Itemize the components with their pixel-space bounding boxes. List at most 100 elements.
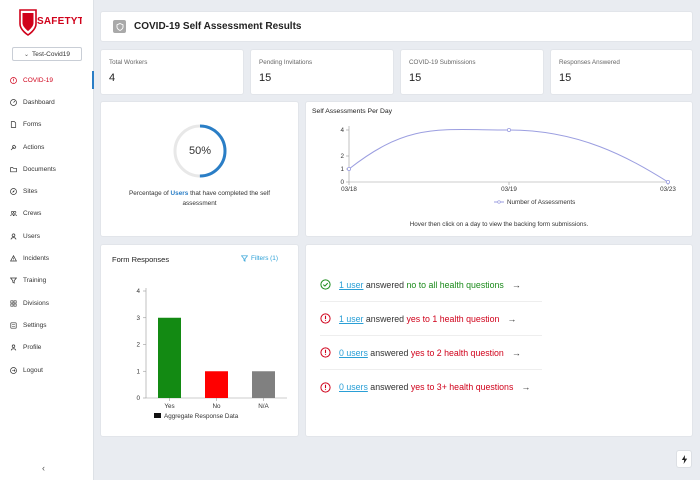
response-text: 1 user answered yes to 1 health question (339, 314, 499, 324)
stat-label: Total Workers (109, 59, 148, 66)
wrench-icon (10, 144, 17, 150)
completion-card: 50% Percentage of Users that have comple… (101, 102, 298, 236)
sidebar-item-label: Dashboard (23, 98, 55, 106)
sidebar-item-training[interactable]: Training (0, 270, 94, 292)
sidebar-item-users[interactable]: Users (0, 225, 94, 247)
user-count-link[interactable]: 0 users (339, 347, 368, 358)
response-row: 1 user answered yes to 1 health question… (320, 302, 542, 336)
response-row: 0 users answered yes to 2 health questio… (320, 336, 542, 370)
folder-icon (10, 167, 17, 172)
collapse-sidebar-button[interactable]: ‹ (42, 463, 45, 473)
arrow-right-icon[interactable]: → (521, 382, 531, 392)
x-tick-label: 03/19 (501, 186, 517, 193)
line-chart[interactable]: 0 1 2 4 03/18 03/19 03/23 Number of Assessments (306, 102, 692, 220)
data-point[interactable] (665, 180, 670, 185)
organization-select-value: Test-Covid19 (32, 50, 70, 58)
caption-highlight: Users (170, 190, 189, 197)
grid-icon (10, 300, 17, 307)
sidebar-item-label: COVID-19 (23, 76, 53, 84)
response-verb: answered (367, 382, 411, 392)
page-header: COVID-19 Self Assessment Results (101, 12, 692, 41)
data-point[interactable] (347, 167, 352, 172)
bar-yes[interactable] (158, 317, 181, 398)
y-tick-label: 1 (340, 166, 344, 173)
user-count-link[interactable]: 1 user (339, 313, 364, 324)
sidebar-item-forms[interactable]: Forms (0, 114, 94, 136)
stat-value: 4 (109, 72, 116, 84)
sidebar-item-label: Training (23, 277, 47, 285)
sidebar-item-label: Divisions (23, 299, 50, 307)
data-point[interactable] (506, 127, 511, 132)
sidebar-item-logout[interactable]: Logout (0, 359, 94, 381)
stat-label: Responses Answered (559, 59, 620, 66)
x-tick-label: 03/18 (341, 186, 357, 193)
lightning-icon (681, 454, 687, 464)
user-count-link[interactable]: 1 user (339, 279, 364, 290)
sidebar-item-dashboard[interactable]: Dashboard (0, 91, 94, 113)
filters-button[interactable]: Filters (1) (241, 255, 278, 262)
legend-label: Number of Assessments (507, 199, 575, 206)
arrow-right-icon[interactable]: → (511, 347, 521, 358)
arrow-right-icon[interactable]: → (511, 279, 521, 290)
y-tick-label: 0 (136, 395, 140, 402)
sidebar-item-label: Documents (23, 165, 56, 173)
sidebar-item-documents[interactable]: Documents (0, 158, 94, 180)
sidebar-item-actions[interactable]: Actions (0, 136, 94, 158)
sidebar-item-label: Settings (23, 321, 47, 329)
sidebar-item-divisions[interactable]: Divisions (0, 292, 94, 314)
warning-icon (10, 255, 17, 262)
sidebar-item-crews[interactable]: Crews (0, 203, 94, 225)
sidebar-item-label: Users (23, 232, 40, 240)
sidebar-item-settings[interactable]: Settings (0, 314, 94, 336)
alert-circle-icon (320, 347, 331, 358)
completion-percent: 50% (188, 145, 212, 157)
user-count-link[interactable]: 0 users (339, 382, 368, 392)
response-text: 0 users answered yes to 2 health questio… (339, 348, 504, 358)
chart-title: Form Responses (112, 255, 170, 264)
sidebar-item-covid-19[interactable]: COVID-19 (0, 69, 94, 91)
sidebar-item-sites[interactable]: Sites (0, 180, 94, 202)
completion-caption: Percentage of Users that have completed … (119, 189, 280, 209)
caption-suffix: that have completed the self assessment (182, 190, 271, 207)
legend-label: Aggregate Response Data (164, 413, 239, 420)
assessments-per-day-card: Self Assessments Per Day 0 1 2 4 03/18 03/19 0… (306, 102, 692, 236)
organization-select[interactable]: ⌄ Test-Covid19 (12, 47, 82, 61)
bar-no[interactable] (205, 371, 228, 398)
x-tick-label: Yes (164, 403, 174, 410)
response-description: yes to 1 health question (406, 313, 500, 324)
safetytek-logo[interactable]: SAFETYTEK (16, 8, 82, 38)
legend-swatch (154, 413, 161, 418)
chevron-down-icon: ⌄ (24, 51, 30, 58)
response-text: 0 users answered yes to 3+ health questi… (339, 382, 513, 392)
sidebar-item-profile[interactable]: Profile (0, 337, 94, 359)
y-tick-label: 4 (136, 288, 140, 295)
person-icon (10, 344, 17, 351)
sidebar-item-label: Sites (23, 188, 38, 196)
sidebar-item-label: Actions (23, 143, 45, 151)
legend-marker (497, 200, 501, 204)
sidebar-item-incidents[interactable]: Incidents (0, 247, 94, 269)
form-responses-card: Form Responses Filters (1) 0 1 2 3 4 Yes No N/A… (101, 245, 298, 436)
alert-circle-icon (320, 381, 331, 393)
stat-value: 15 (409, 72, 422, 84)
stat-value: 15 (259, 72, 272, 84)
alert-circle-icon (320, 313, 331, 324)
response-description: yes to 3+ health questions (410, 382, 514, 392)
settings-icon (10, 322, 17, 329)
sidebar-item-label: Logout (23, 366, 43, 374)
arrow-right-icon[interactable]: → (507, 313, 517, 324)
bar-na[interactable] (252, 371, 275, 398)
alert-circle-icon (10, 76, 17, 84)
filter-icon (241, 255, 248, 262)
stat-label: COVID-19 Submissions (409, 59, 476, 66)
response-description: yes to 2 health question (410, 347, 504, 358)
bar-chart[interactable]: 0 1 2 3 4 Yes No N/A Aggregate Response Data (101, 245, 298, 436)
response-summary-card: 1 user answered no to all health questio… (306, 245, 692, 436)
y-tick-label: 3 (136, 315, 140, 322)
response-text: 1 user answered no to all health questio… (339, 280, 504, 290)
stat-total-workers: Total Workers 4 (101, 50, 243, 94)
stat-responses-answered: Responses Answered 15 (551, 50, 692, 94)
x-tick-label: 03/23 (660, 186, 676, 193)
lightning-button[interactable] (677, 451, 691, 467)
sidebar-item-label: Crews (23, 210, 42, 218)
